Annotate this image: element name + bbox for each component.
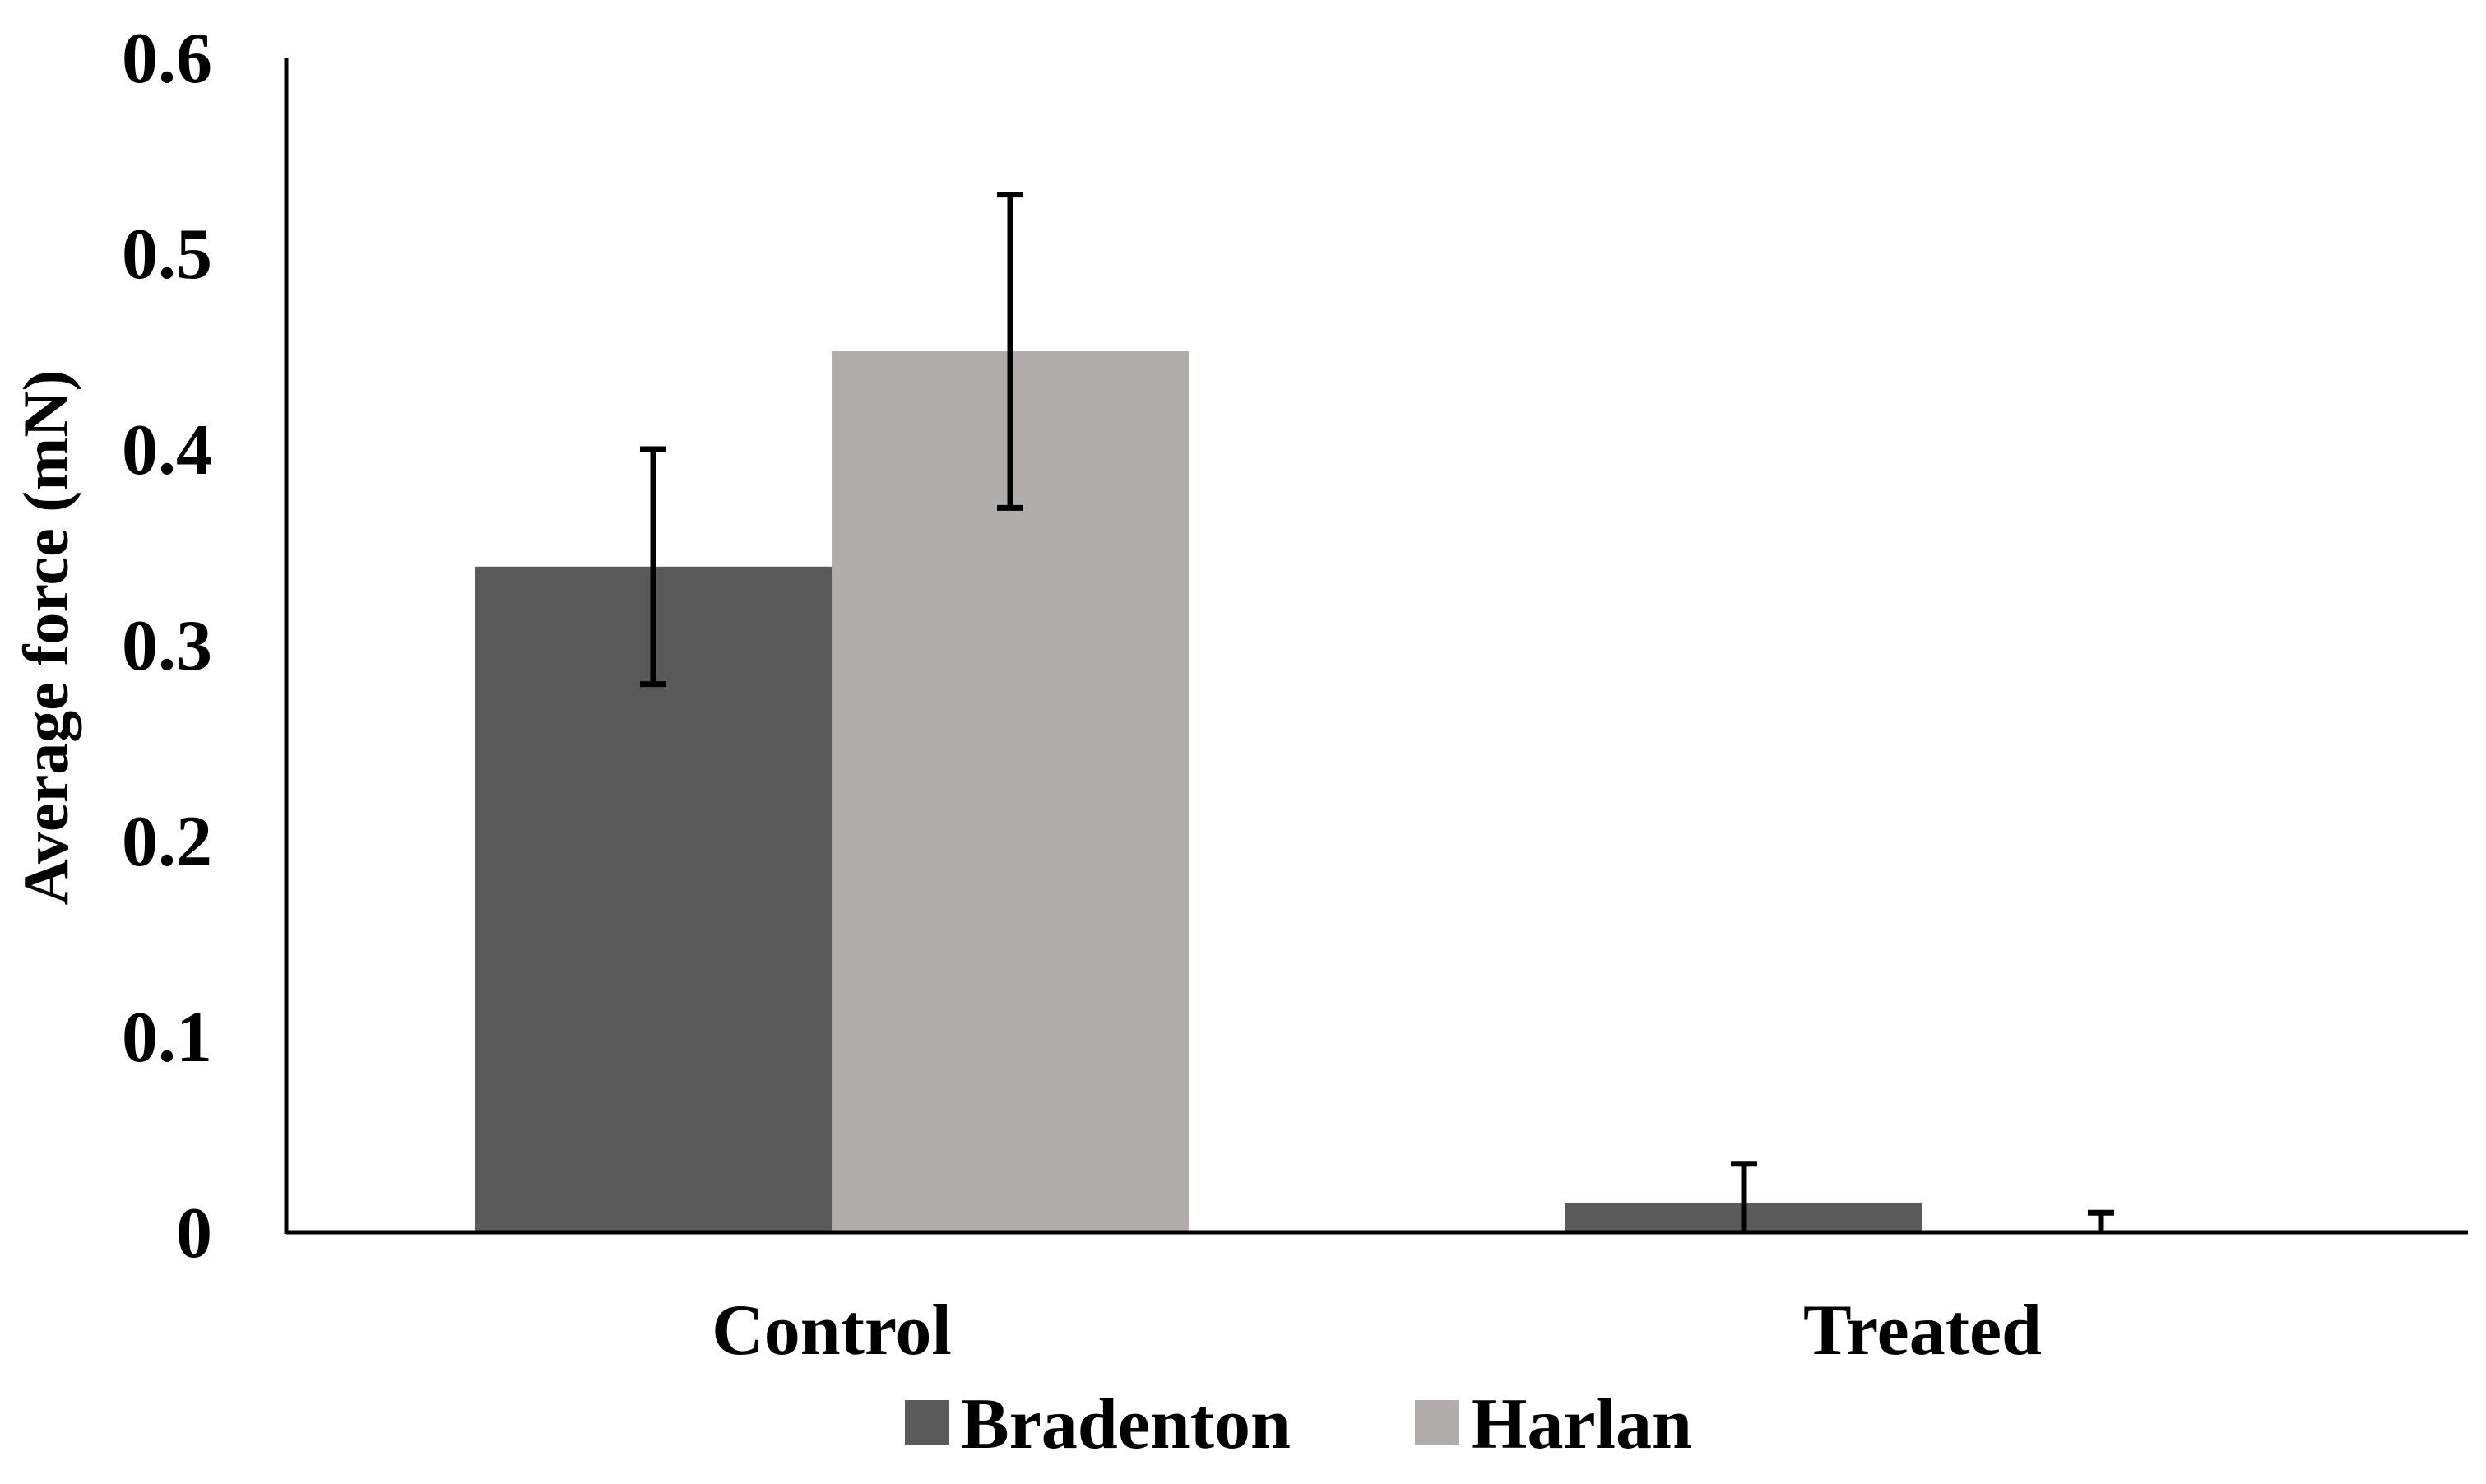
category-labels: Control Treated: [712, 1291, 2042, 1370]
y-tick-labels: 0 0.1 0.2 0.3 0.4 0.5 0.6: [122, 19, 212, 1273]
legend-swatch-bradenton: [905, 1400, 949, 1445]
y-tick-label: 0.5: [122, 215, 212, 294]
y-tick-label: 0.3: [122, 606, 212, 686]
x-tick-label: Treated: [1803, 1291, 2042, 1370]
error-bar-bradenton-treated: [1731, 1161, 1757, 1232]
y-tick-label: 0.1: [122, 998, 212, 1078]
x-tick-label: Control: [712, 1291, 952, 1370]
y-tick-label: 0.4: [122, 410, 212, 490]
legend-label-bradenton: Bradenton: [961, 1384, 1291, 1464]
y-axis-title: Average force (mN): [10, 369, 81, 905]
error-bars: [640, 192, 2114, 1232]
legend: Bradenton Harlan: [905, 1384, 1692, 1464]
y-tick-label: 0: [176, 1194, 212, 1273]
legend-swatch-harlan: [1415, 1400, 1459, 1445]
legend-label-harlan: Harlan: [1471, 1384, 1692, 1464]
y-tick-label: 0.6: [122, 19, 212, 99]
axes: [284, 58, 2468, 1235]
y-tick-label: 0.2: [122, 802, 212, 882]
error-bar-harlan-treated: [2088, 1209, 2114, 1232]
error-bar-harlan-control: [997, 192, 1023, 511]
bars: [475, 351, 1922, 1232]
error-bar-bradenton-control: [640, 446, 666, 688]
